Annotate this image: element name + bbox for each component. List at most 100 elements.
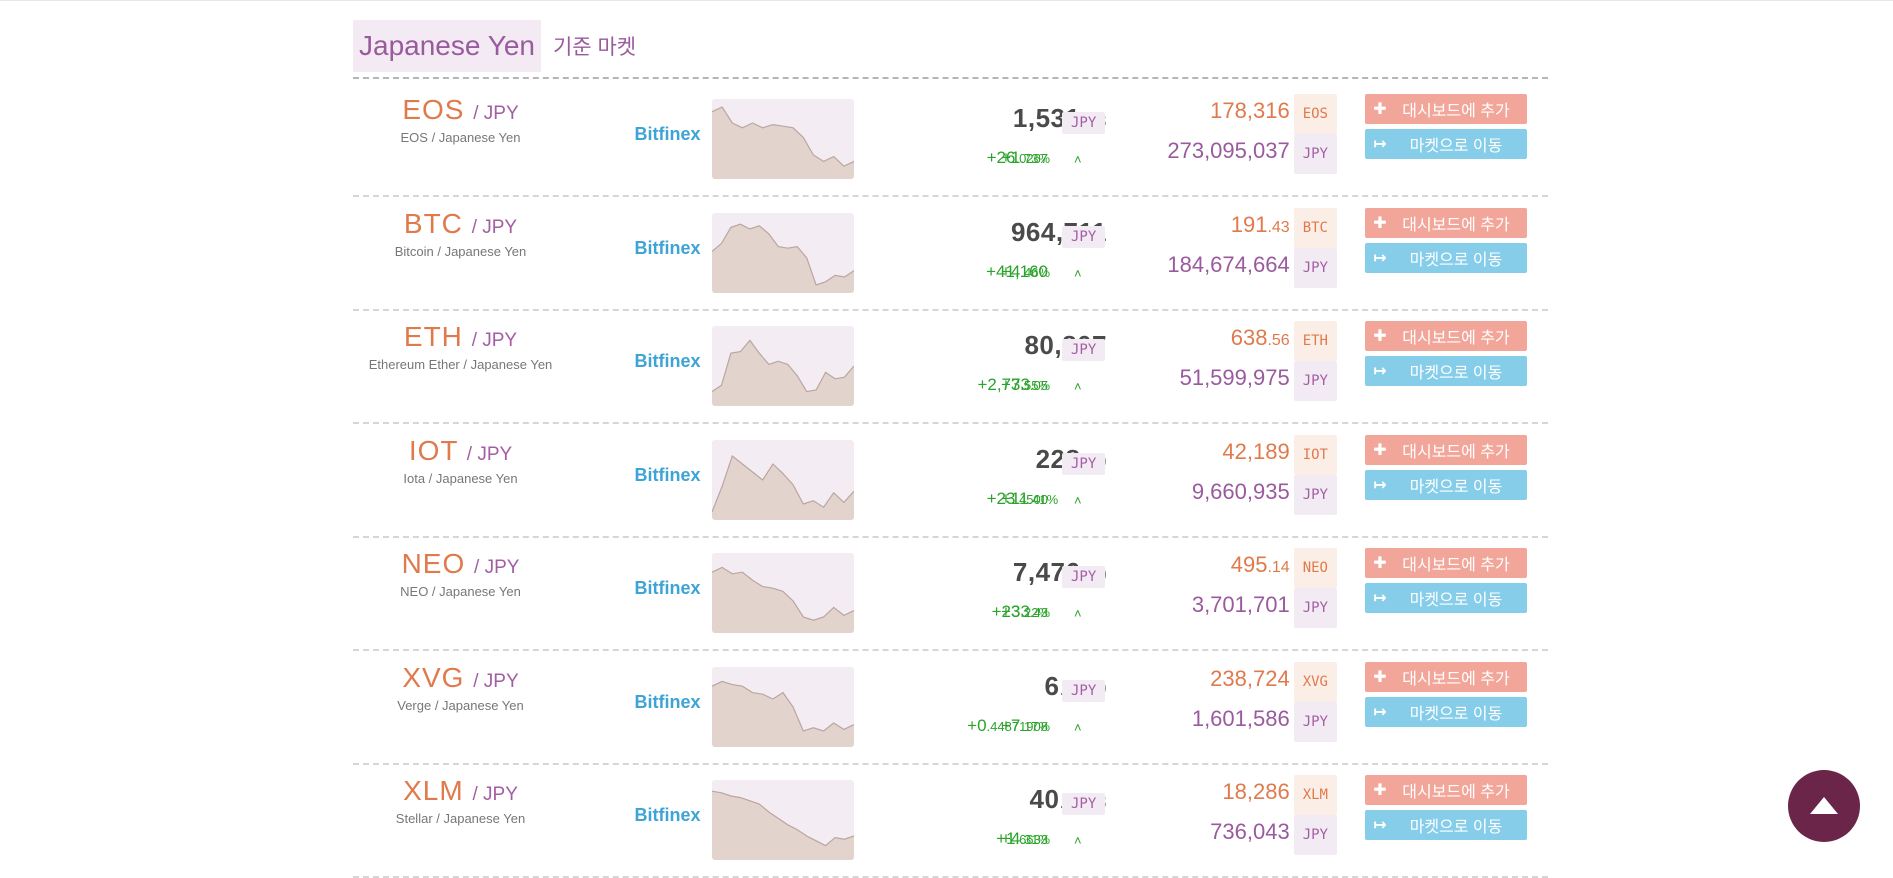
add-to-dashboard-label: 대시보드에 추가 [1402, 784, 1510, 801]
exchange-link[interactable]: Bitfinex [634, 124, 701, 144]
price-currency-tag: JPY [1062, 225, 1106, 248]
caret-up-icon: ˄ [1074, 606, 1082, 621]
price-sparkline [712, 666, 854, 747]
sparkline-chart [712, 566, 854, 633]
go-to-market-label: 마켓으로 이동 [1409, 705, 1503, 723]
quote-currency: / JPY [474, 557, 520, 578]
volume-cell: 495.14 NEO 3,701,701 JPY [1192, 548, 1337, 628]
add-to-dashboard-button[interactable]: ✚ 대시보드에 추가 [1365, 548, 1527, 578]
market-pair[interactable]: XLM / JPY [353, 775, 568, 807]
exchange-link[interactable]: Bitfinex [634, 691, 701, 712]
go-to-market-button[interactable]: ↦ 마켓으로 이동 [1365, 356, 1527, 386]
market-row: XLM / JPY Stellar / Japanese Yen Bitfine… [353, 763, 1548, 878]
market-symbol-cell: NEO / JPY NEO / Japanese Yen [353, 548, 568, 602]
sign-in-icon: ↦ [1373, 590, 1387, 607]
percent-change: +3.22% [1001, 602, 1050, 622]
exchange-link[interactable]: Bitfinex [634, 805, 701, 825]
add-to-dashboard-button[interactable]: ✚ 대시보드에 추가 [1365, 661, 1527, 692]
go-to-market-button[interactable]: ↦ 마켓으로 이동 [1365, 810, 1527, 840]
add-to-dashboard-button[interactable]: ✚ 대시보드에 추가 [1365, 321, 1527, 351]
sign-in-icon: ↦ [1373, 136, 1387, 153]
market-full-name: Iota / Japanese Yen [403, 470, 518, 486]
percent-integer: +3 [1001, 375, 1021, 394]
plus-icon: ✚ [1373, 101, 1387, 118]
market-pair[interactable]: ETH / JPY [353, 321, 568, 353]
coin-symbol: NEO [401, 548, 466, 579]
scroll-to-top-button[interactable] [1788, 770, 1860, 842]
sparkline-area [712, 791, 854, 860]
coin-symbol: EOS [402, 94, 465, 125]
exchange-link[interactable]: Bitfinex [634, 578, 701, 598]
sign-in-icon: ↦ [1373, 703, 1387, 721]
add-to-dashboard-button[interactable]: ✚ 대시보드에 추가 [1365, 775, 1527, 805]
change-integer: +233 [991, 602, 1030, 621]
go-to-market-label: 마켓으로 이동 [1409, 592, 1503, 609]
market-pair[interactable]: BTC / JPY [353, 208, 568, 240]
sparkline-line [712, 223, 854, 286]
change-integer: +2,773 [977, 375, 1030, 394]
percent-integer: +1 [1001, 148, 1021, 167]
market-pair[interactable]: EOS / JPY [353, 94, 568, 126]
market-row: BTC / JPY Bitcoin / Japanese Yen Bitfine… [353, 196, 1548, 311]
volume-coin-integer: 638 [1230, 325, 1268, 351]
sparkline-chart [712, 339, 854, 406]
exchange-link[interactable]: Bitfinex [634, 351, 701, 371]
go-to-market-label: 마켓으로 이동 [1409, 819, 1503, 836]
coin-symbol: ETH [403, 321, 463, 352]
sparkline-line [712, 339, 854, 393]
volume-coin: 178,316 [1210, 98, 1290, 123]
price-sparkline [712, 212, 854, 293]
coin-symbol: XVG [402, 661, 465, 693]
market-pair[interactable]: NEO / JPY [353, 548, 568, 580]
price-sparkline [712, 780, 854, 860]
plus-icon: ✚ [1373, 441, 1387, 459]
exchange-link[interactable]: Bitfinex [634, 464, 701, 485]
base-currency-title: Japanese Yen [353, 19, 541, 72]
go-to-market-button[interactable]: ↦ 마켓으로 이동 [1365, 469, 1527, 500]
percent-integer: +3 [1001, 602, 1021, 621]
change-decimal: .05 [1029, 378, 1048, 393]
sparkline-line [712, 566, 854, 621]
volume-jpy: 184,674,664 [1167, 251, 1290, 277]
go-to-market-button[interactable]: ↦ 마켓으로 이동 [1365, 242, 1527, 273]
volume-jpy-tag: JPY [1293, 588, 1337, 628]
go-to-market-label: 마켓으로 이동 [1409, 365, 1503, 382]
volume-coin-integer: 495 [1230, 552, 1268, 578]
caret-up-icon: ˄ [1074, 152, 1082, 167]
volume-jpy-tag: JPY [1293, 361, 1337, 401]
price-change: +2,773.05 [977, 375, 1048, 395]
exchange-link[interactable]: Bitfinex [634, 237, 701, 258]
percent-integer: +4 [1001, 829, 1021, 848]
price-currency-tag: JPY [1062, 679, 1106, 702]
change-decimal: .4500 [1015, 491, 1048, 507]
add-to-dashboard-button[interactable]: ✚ 대시보드에 추가 [1365, 434, 1527, 465]
change-integer: +1 [996, 829, 1016, 848]
percent-decimal: .73% [1020, 151, 1051, 166]
market-symbol-cell: IOT / JPY Iota / Japanese Yen [353, 435, 568, 489]
market-symbol-cell: XLM / JPY Stellar / Japanese Yen [353, 775, 568, 829]
volume-jpy: 1,601,586 [1191, 705, 1290, 731]
market-pair[interactable]: XVG / JPY [353, 662, 568, 694]
volume-coin-tag: XLM [1293, 775, 1337, 815]
market-section-header: Japanese Yen 기준 마켓 [353, 18, 636, 73]
add-to-dashboard-button[interactable]: ✚ 대시보드에 추가 [1365, 207, 1527, 238]
go-to-market-button[interactable]: ↦ 마켓으로 이동 [1365, 583, 1527, 613]
percent-change: +3.55% [1001, 375, 1050, 395]
market-pair[interactable]: IOT / JPY [353, 435, 568, 467]
volume-jpy: 9,660,935 [1191, 478, 1290, 504]
volume-coin-tag: ETH [1293, 321, 1337, 361]
sign-in-icon: ↦ [1373, 249, 1387, 267]
sparkline-chart [712, 680, 854, 747]
coin-symbol: IOT [408, 434, 458, 466]
go-to-market-button[interactable]: ↦ 마켓으로 이동 [1365, 696, 1527, 727]
volume-cell: 178,316 EOS 273,095,037 JPY [1167, 94, 1337, 174]
add-to-dashboard-button[interactable]: ✚ 대시보드에 추가 [1365, 94, 1527, 124]
sparkline-area [712, 680, 854, 747]
plus-icon: ✚ [1373, 555, 1387, 572]
volume-coin-integer: 178,316 [1210, 98, 1290, 124]
volume-coin: 238,724 [1210, 666, 1290, 691]
chevron-up-icon [1810, 797, 1838, 814]
market-full-name: Ethereum Ether / Japanese Yen [368, 357, 553, 372]
percent-decimal: .46% [1020, 264, 1051, 280]
go-to-market-button[interactable]: ↦ 마켓으로 이동 [1365, 129, 1527, 159]
